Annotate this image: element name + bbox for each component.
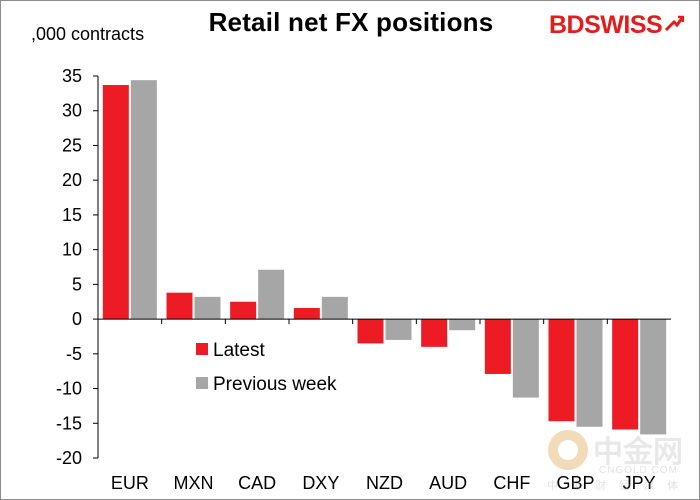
bar-chf-previous-week: [512, 319, 539, 398]
watermark-logo-icon: [548, 430, 588, 470]
legend-swatch-latest: [196, 343, 208, 355]
bar-cad-latest: [230, 301, 257, 320]
bar-eur-previous-week: [130, 80, 157, 320]
bar-chf-latest: [484, 319, 511, 374]
bar-dxy-latest: [293, 307, 320, 320]
x-category-label: NZD: [366, 473, 403, 493]
y-tick-label: -5: [66, 344, 82, 364]
bar-nzd-previous-week: [385, 319, 412, 340]
watermark-en-text: CNGOLD.COM: [599, 465, 678, 476]
logo-text-bd: BD: [549, 10, 585, 39]
y-tick-label: 10: [62, 240, 82, 260]
y-axis-unit-label: ,000 contracts: [31, 24, 145, 44]
bar-aud-latest: [421, 319, 448, 347]
bar-mxn-latest: [166, 292, 193, 320]
cngold-watermark: 中金网 CNGOLD.COM 中 金 财 经 媒 体: [541, 425, 691, 497]
y-tick-label: 15: [62, 205, 82, 225]
bar-jpy-latest: [612, 319, 639, 430]
y-tick-label: -10: [56, 379, 82, 399]
x-category-label: GBP: [556, 473, 594, 493]
x-category-label: CAD: [238, 473, 276, 493]
watermark-sub-text: 中 金 财 经 媒 体: [547, 480, 684, 492]
y-tick-label: -20: [56, 448, 82, 468]
bar-nzd-latest: [357, 319, 384, 344]
logo-text-swiss: SWISS: [584, 10, 663, 39]
x-category-label: DXY: [302, 473, 339, 493]
legend-label: Previous week: [213, 374, 337, 395]
y-tick-label: 25: [62, 135, 82, 155]
chart-title: Retail net FX positions: [208, 7, 494, 37]
legend-label: Latest: [213, 340, 265, 361]
bdswiss-logo: BD SWISS: [549, 10, 685, 40]
watermark-cn-text: 中金网: [593, 436, 683, 469]
bar-dxy-previous-week: [321, 296, 348, 320]
bar-aud-previous-week: [449, 319, 476, 331]
bar-jpy-previous-week: [640, 319, 667, 435]
x-category-label: CHF: [493, 473, 530, 493]
bar-cad-previous-week: [258, 269, 285, 320]
bar-gbp-previous-week: [576, 319, 603, 427]
bar-gbp-latest: [548, 319, 575, 422]
legend-swatch-previous-week: [196, 377, 208, 389]
y-tick-label: 20: [62, 170, 82, 190]
y-tick-label: 5: [72, 274, 82, 294]
y-tick-label: -15: [56, 413, 82, 433]
x-category-label: JPY: [623, 473, 656, 493]
x-category-label: MXN: [174, 473, 214, 493]
bar-mxn-previous-week: [194, 296, 221, 320]
logo-arrow-icon: [665, 15, 685, 32]
bar-eur-latest: [102, 85, 129, 320]
y-tick-label: 30: [62, 101, 82, 121]
x-category-label: EUR: [111, 473, 149, 493]
y-tick-label: 0: [72, 309, 82, 329]
x-category-label: AUD: [429, 473, 467, 493]
y-tick-label: 35: [62, 66, 82, 86]
